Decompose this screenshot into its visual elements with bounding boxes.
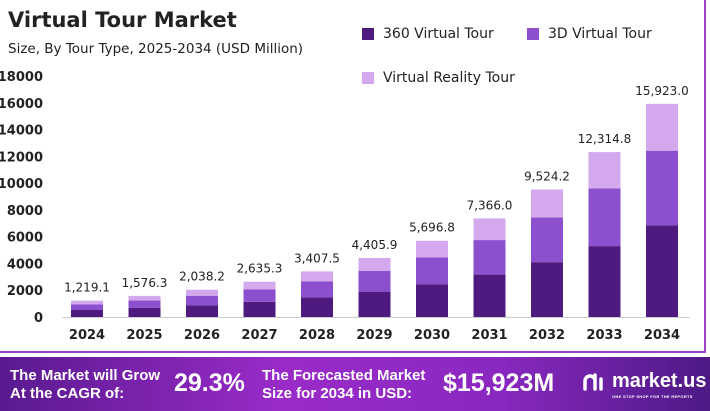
x-tick-label: 2031: [471, 328, 507, 343]
bar-segment: [301, 297, 333, 317]
legend-swatch: [362, 28, 374, 40]
cagr-label-line2: At the CAGR of:: [10, 385, 125, 402]
bar-segment: [588, 152, 621, 189]
bar-segment: [531, 262, 563, 317]
x-tick-label: 2034: [644, 328, 680, 343]
legend-item-3d: 3D Virtual Tour: [527, 26, 652, 42]
cagr-label-line1: The Market will Grow: [10, 367, 161, 384]
bar-segment: [588, 246, 621, 317]
bar-segment: [473, 240, 506, 275]
y-tick-label: 4000: [7, 257, 43, 272]
x-tick-label: 2028: [299, 328, 335, 343]
forecast-label: The Forecasted Market Size for 2034 in US…: [262, 367, 425, 403]
data-label: 2,635.3: [237, 262, 283, 276]
bar-segment: [71, 300, 103, 305]
data-label: 15,923.0: [635, 84, 688, 98]
y-tick-label: 6000: [7, 231, 43, 246]
bar-segment: [531, 217, 563, 263]
legend-label: 3D Virtual Tour: [548, 26, 652, 42]
bar-segment: [416, 257, 448, 285]
x-tick-label: 2027: [241, 328, 277, 343]
bar-segment: [473, 218, 506, 241]
x-tick-label: 2033: [586, 328, 622, 343]
x-tick-label: 2024: [69, 328, 105, 343]
bar-segment: [243, 289, 276, 302]
y-tick-label: 0: [34, 311, 43, 326]
bar-segment: [473, 274, 506, 317]
chart-title: Virtual Tour Market: [8, 8, 237, 32]
bar-segment: [243, 281, 276, 290]
stacked-bar-chart: 0 2000 4000 6000 8000 10000 12000 14000 16000 180…: [0, 70, 690, 343]
bar-segment: [128, 307, 161, 317]
data-label: 2,038.2: [179, 270, 225, 284]
bar-segment: [301, 271, 333, 282]
bar-segment: [646, 150, 678, 226]
market-us-logo: market.us ONE STOP SHOP FOR THE REPORTS: [582, 370, 707, 399]
x-tick-label: 2032: [529, 328, 565, 343]
bar-segment: [186, 305, 218, 317]
bar-segment: [186, 295, 218, 306]
data-label: 3,407.5: [294, 251, 340, 265]
y-tick-label: 16000: [0, 97, 43, 112]
y-tick-label: 8000: [7, 204, 43, 219]
legend-label: Virtual Reality Tour: [383, 70, 515, 86]
data-label: 12,314.8: [578, 132, 631, 146]
bar-segment: [128, 300, 161, 308]
bar-segment: [301, 281, 333, 298]
bar-segment: [71, 309, 103, 317]
y-tick-label: 14000: [0, 124, 43, 139]
summary-banner: The Market will Grow At the CAGR of: 29.3…: [0, 357, 710, 411]
legend-swatch: [362, 72, 374, 84]
y-tick-label: 10000: [0, 177, 43, 192]
legend-item-vr: Virtual Reality Tour: [362, 70, 515, 86]
data-label: 1,576.3: [122, 276, 168, 290]
bar-segment: [646, 225, 678, 317]
bar-segment: [588, 188, 621, 247]
logo-icon: [583, 372, 603, 391]
bar-segment: [416, 284, 448, 317]
bar-segment: [358, 258, 391, 271]
cagr-value: 29.3%: [174, 369, 245, 397]
x-tick-label: 2025: [126, 328, 162, 343]
bar-segment: [358, 270, 391, 292]
y-tick-label: 2000: [7, 284, 43, 299]
chart-card: [0, 0, 706, 353]
bar-segment: [186, 289, 218, 296]
cagr-label: The Market will Grow At the CAGR of:: [10, 367, 160, 403]
x-tick-label: 2029: [356, 328, 392, 343]
bar-segment: [71, 304, 103, 310]
legend-label: 360 Virtual Tour: [383, 26, 494, 42]
data-label: 7,366.0: [467, 198, 513, 212]
bar-segment: [531, 189, 563, 218]
data-label: 1,219.1: [64, 281, 110, 295]
x-tick-label: 2030: [414, 328, 450, 343]
legend-item-360: 360 Virtual Tour: [362, 26, 494, 42]
y-tick-label: 18000: [0, 70, 43, 85]
data-label: 9,524.2: [524, 169, 570, 183]
bar-segment: [416, 240, 448, 258]
forecast-value: $15,923M: [443, 369, 555, 397]
chart-subtitle: Size, By Tour Type, 2025-2034 (USD Milli…: [8, 41, 304, 57]
logo-tagline: ONE STOP SHOP FOR THE REPORTS: [612, 394, 693, 399]
legend-swatch: [527, 28, 539, 40]
data-label: 4,405.9: [352, 238, 398, 252]
bar-segment: [128, 295, 161, 301]
x-tick-label: 2026: [184, 328, 220, 343]
bar-segment: [243, 301, 276, 317]
y-tick-label: 12000: [0, 150, 43, 165]
data-label: 5,696.8: [409, 221, 455, 235]
forecast-label-line2: Size for 2034 in USD:: [262, 385, 413, 402]
bar-segment: [646, 103, 678, 151]
logo-text: market.us: [612, 370, 707, 392]
bar-segment: [358, 291, 391, 317]
forecast-label-line1: The Forecasted Market: [262, 367, 426, 384]
